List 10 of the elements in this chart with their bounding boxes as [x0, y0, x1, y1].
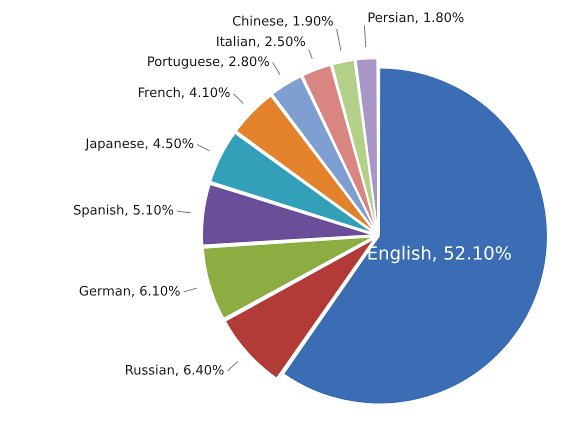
slice-label: Persian, 1.80%	[367, 10, 464, 26]
slice-label: Portuguese, 2.80%	[146, 54, 270, 70]
slice-label: Japanese, 4.50%	[84, 136, 194, 152]
slice-label: Italian, 2.50%	[216, 34, 306, 50]
slice-label: German, 6.10%	[78, 284, 181, 300]
slice-label: French, 4.10%	[138, 86, 230, 102]
slice-label: English, 52.10%	[366, 243, 512, 264]
slice-label: Spanish, 5.10%	[73, 204, 174, 219]
slice-label: Chinese, 1.90%	[232, 14, 334, 30]
slice-label: Russian, 6.40%	[124, 363, 224, 378]
